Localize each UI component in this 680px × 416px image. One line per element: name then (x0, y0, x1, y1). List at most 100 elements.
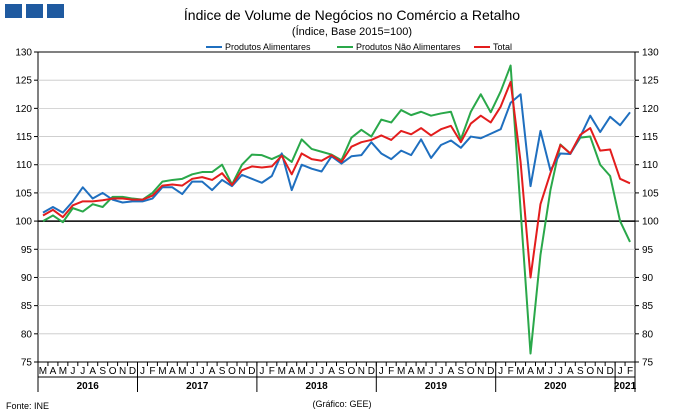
month-label: S (577, 366, 584, 377)
legend-label-food: Produtos Alimentares (225, 42, 311, 52)
month-label: M (158, 366, 166, 377)
month-label: A (288, 366, 295, 377)
month-label: M (178, 366, 186, 377)
month-label: M (516, 366, 524, 377)
month-label: J (319, 366, 324, 377)
y-tick-label: 100 (15, 217, 32, 228)
month-label: J (498, 366, 503, 377)
month-label: D (368, 366, 375, 377)
y-tick-label: 90 (21, 273, 33, 284)
y-tick-label: 110 (16, 160, 32, 171)
month-label: M (417, 366, 425, 377)
y-tick-label: 80 (21, 329, 33, 340)
month-label: O (467, 366, 475, 377)
month-label: A (567, 366, 574, 377)
month-label: N (477, 366, 484, 377)
month-label: A (50, 366, 57, 377)
month-label: D (129, 366, 136, 377)
y-tick-label-right: 120 (642, 104, 659, 115)
month-label: D (487, 366, 494, 377)
credit-note: (Gráfico: GEE) (312, 399, 371, 409)
series-line-food (42, 93, 631, 214)
month-label: J (259, 366, 264, 377)
month-label: N (358, 366, 365, 377)
y-tick-label-right: 105 (642, 188, 659, 199)
month-label: M (39, 366, 47, 377)
month-label: A (408, 366, 415, 377)
month-label: A (209, 366, 216, 377)
year-label: 2020 (544, 381, 567, 392)
legend-label-total: Total (493, 42, 512, 52)
y-tick-label-right: 95 (642, 245, 654, 256)
month-label: J (309, 366, 314, 377)
month-label: O (586, 366, 594, 377)
month-label: J (80, 366, 85, 377)
month-label: A (169, 366, 176, 377)
chart-title: Índice de Volume de Negócios no Comércio… (184, 7, 520, 23)
month-label: A (527, 366, 534, 377)
y-tick-label-right: 110 (642, 160, 658, 171)
y-tick-label-right: 75 (642, 358, 654, 369)
month-label: M (536, 366, 544, 377)
month-label: F (508, 366, 514, 377)
y-tick-label: 125 (15, 76, 32, 87)
month-label: D (607, 366, 614, 377)
month-label: A (328, 366, 335, 377)
month-label: F (149, 366, 155, 377)
y-tick-label-right: 100 (642, 217, 659, 228)
month-label: O (109, 366, 117, 377)
month-label: O (228, 366, 236, 377)
source-note: Fonte: INE (6, 401, 49, 411)
legend: Produtos Alimentares Produtos Não Alimen… (206, 42, 512, 52)
chart-subtitle: (Índice, Base 2015=100) (292, 25, 412, 38)
year-label: 2019 (425, 381, 448, 392)
month-label: J (429, 366, 434, 377)
y-tick-label: 85 (21, 301, 33, 312)
month-label: J (438, 366, 443, 377)
month-label: M (59, 366, 67, 377)
month-label: J (200, 366, 205, 377)
plot-area (37, 51, 636, 363)
y-tick-label-right: 115 (642, 132, 658, 143)
year-label: 2021 (614, 381, 637, 392)
y-axis-right: 75 80 85 90 95 100 105 110 115 120 125 130 (635, 48, 659, 369)
y-tick-label-right: 125 (642, 76, 659, 87)
brand-logo (5, 4, 64, 18)
month-label: S (338, 366, 345, 377)
logo-block (26, 4, 43, 18)
month-label: D (248, 366, 255, 377)
month-label: J (558, 366, 563, 377)
month-label: N (597, 366, 604, 377)
month-label: F (269, 366, 275, 377)
y-tick-label-right: 130 (642, 48, 659, 59)
y-tick-label: 120 (15, 104, 32, 115)
month-label: S (458, 366, 465, 377)
month-label: N (238, 366, 245, 377)
y-tick-label: 130 (15, 48, 32, 59)
month-label: J (140, 366, 145, 377)
month-label: M (298, 366, 306, 377)
year-label: 2016 (77, 381, 100, 392)
year-label: 2017 (186, 381, 209, 392)
month-label: J (618, 366, 623, 377)
logo-block (47, 4, 64, 18)
month-label: N (119, 366, 126, 377)
series-group (42, 64, 631, 355)
series-line-total (42, 80, 631, 279)
month-label: J (70, 366, 75, 377)
y-tick-label: 105 (15, 188, 32, 199)
month-label: O (348, 366, 356, 377)
y-tick-label-right: 90 (642, 273, 654, 284)
y-tick-label-right: 85 (642, 301, 654, 312)
y-tick-label-right: 80 (642, 329, 654, 340)
y-tick-label: 95 (21, 245, 33, 256)
month-label: J (548, 366, 553, 377)
month-label: A (448, 366, 455, 377)
month-label: S (99, 366, 106, 377)
month-label: J (379, 366, 384, 377)
y-tick-label: 115 (16, 132, 32, 143)
month-label: J (190, 366, 195, 377)
y-tick-label: 75 (21, 358, 33, 369)
